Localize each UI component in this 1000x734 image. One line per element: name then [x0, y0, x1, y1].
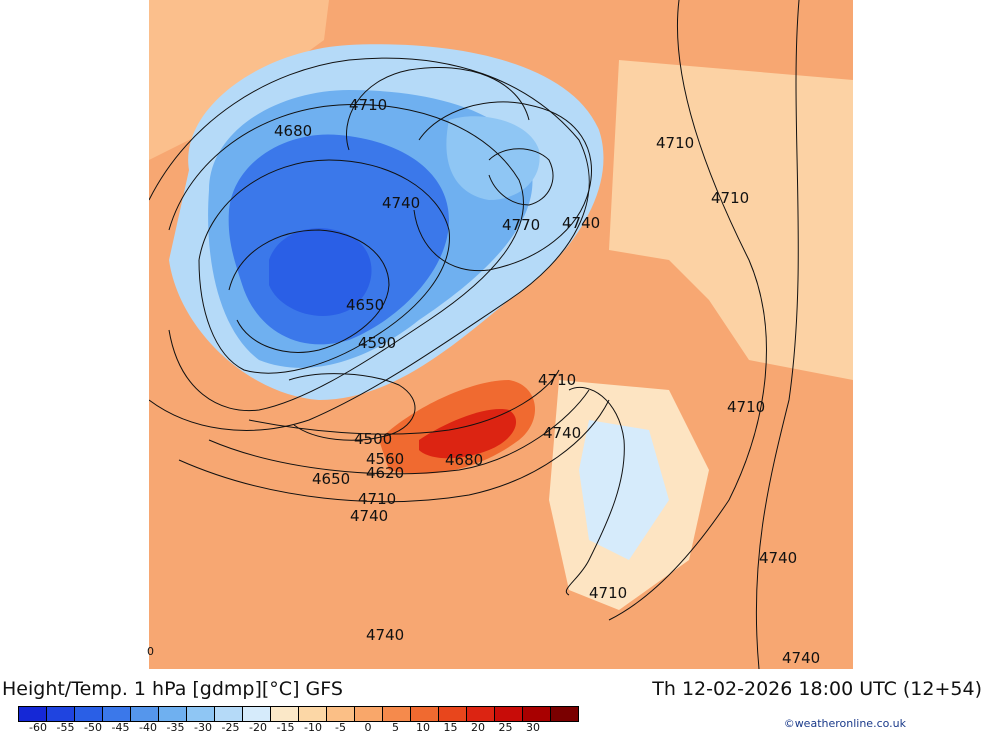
contour-label: 4740 — [366, 626, 404, 644]
contour-line — [228, 229, 390, 353]
map-corner-label: 0 — [147, 645, 154, 658]
contour-line — [346, 66, 530, 151]
contour-line — [608, 0, 767, 621]
color-scale-tick-label: -40 — [139, 721, 157, 734]
contour-line — [413, 101, 592, 272]
color-scale-tick-label: 25 — [498, 721, 513, 734]
contour-label: 4710 — [349, 96, 387, 114]
contour-label: 4710 — [727, 398, 765, 416]
contour-label: 4740 — [759, 549, 797, 567]
color-scale-swatch — [187, 707, 215, 721]
color-scale-swatch — [439, 707, 467, 721]
color-scale-tick-label: -25 — [221, 721, 240, 734]
contour-line — [168, 103, 524, 412]
weather-map: 4710 4680 4740 4770 4740 4710 4710 4650 … — [149, 0, 853, 669]
temperature-zone-warm-light — [149, 0, 329, 160]
contour-label: 4740 — [562, 214, 600, 232]
contour-label: 4740 — [350, 507, 388, 525]
credit-text[interactable]: ©weatheronline.co.uk — [783, 717, 906, 730]
contour-label: 4680 — [445, 451, 483, 469]
contour-label: 4710 — [538, 371, 576, 389]
forecast-datetime: Th 12-02-2026 18:00 UTC (12+54) — [652, 678, 982, 700]
contour-label: 4590 — [358, 334, 396, 352]
temperature-zone-pale-east — [609, 60, 853, 380]
contour-label: 4560 — [366, 450, 404, 468]
contour-label: 4710 — [711, 189, 749, 207]
color-scale-tick-label: 0 — [364, 721, 372, 734]
contour-label: 4710 — [656, 134, 694, 152]
color-scale-swatch — [551, 707, 578, 721]
color-scale-swatch — [383, 707, 411, 721]
contour-line — [566, 387, 625, 596]
contour-label: 4740 — [782, 649, 820, 667]
contour-label: 4710 — [358, 490, 396, 508]
contour-label: 4740 — [543, 424, 581, 442]
color-scale-swatch — [19, 707, 47, 721]
chart-title: Height/Temp. 1 hPa [gdmp][°C] GFS — [2, 678, 343, 700]
contour-line — [288, 373, 416, 441]
color-scale-swatch — [495, 707, 523, 721]
contour-label: 4650 — [312, 470, 350, 488]
contour-label: 4650 — [346, 296, 384, 314]
color-scale-swatch — [327, 707, 355, 721]
temperature-zone-cool-south — [579, 420, 669, 560]
color-scale-tick-label: -5 — [335, 721, 346, 734]
color-scale-swatch — [47, 707, 75, 721]
contour-label: 4710 — [589, 584, 627, 602]
color-scale-tick-label: 30 — [526, 721, 540, 734]
color-scale-swatch — [159, 707, 187, 721]
color-scale-tick-label: -35 — [166, 721, 185, 734]
color-scale-swatch — [411, 707, 439, 721]
contour-line — [178, 399, 610, 503]
color-scale-tick-label: -20 — [249, 721, 267, 734]
color-scale-tick-label: 5 — [392, 721, 399, 734]
temperature-zone-cold-secondary — [446, 116, 540, 200]
contour-label: 4500 — [354, 430, 392, 448]
contour-label: 4770 — [502, 216, 540, 234]
color-scale-swatch — [355, 707, 383, 721]
color-scale-tick-label: -30 — [194, 721, 212, 734]
color-scale-tick-label: -60 — [29, 721, 47, 734]
contour-line — [488, 148, 554, 206]
color-scale-tick-label: -55 — [56, 721, 75, 734]
color-scale-swatch — [103, 707, 131, 721]
color-scale-swatch — [299, 707, 327, 721]
color-scale-swatch — [243, 707, 271, 721]
contour-label: 4740 — [382, 194, 420, 212]
contour-label: 4680 — [274, 122, 312, 140]
color-scale-tick-label: 10 — [416, 721, 430, 734]
map-canvas: 4710 4680 4740 4770 4740 4710 4710 4650 … — [149, 0, 853, 669]
color-scale-tick-label: -45 — [111, 721, 130, 734]
color-scale-swatch — [75, 707, 103, 721]
color-scale-swatch — [131, 707, 159, 721]
contour-line — [755, 0, 800, 669]
contour-line — [149, 57, 590, 431]
contour-label: 4620 — [366, 464, 404, 482]
color-scale-tick-label: -50 — [84, 721, 102, 734]
color-scale-tick-label: 15 — [443, 721, 458, 734]
color-scale-ticks: -60 -55 -50 -45 -40 -35 -30 -25 -20 -15 -10 -5 0 5 10 1… — [18, 721, 568, 734]
color-scale-swatch — [271, 707, 299, 721]
color-scale-tick-label: 20 — [471, 721, 485, 734]
color-scale-swatch — [467, 707, 495, 721]
color-scale-swatch — [523, 707, 551, 721]
contour-line — [208, 389, 590, 475]
height-contours — [149, 0, 800, 669]
contour-label-group: 4710 4680 4740 4770 4740 4710 4710 4650 … — [274, 96, 820, 667]
temperature-zone-coldest — [269, 228, 372, 316]
temperature-zone-hot-core — [419, 409, 517, 459]
color-scale-bar — [18, 706, 579, 722]
color-scale-tick-label: -15 — [276, 721, 295, 734]
color-scale-swatch — [215, 707, 243, 721]
contour-line — [198, 159, 450, 374]
color-scale-tick-label: -10 — [304, 721, 322, 734]
contour-line — [248, 369, 560, 435]
